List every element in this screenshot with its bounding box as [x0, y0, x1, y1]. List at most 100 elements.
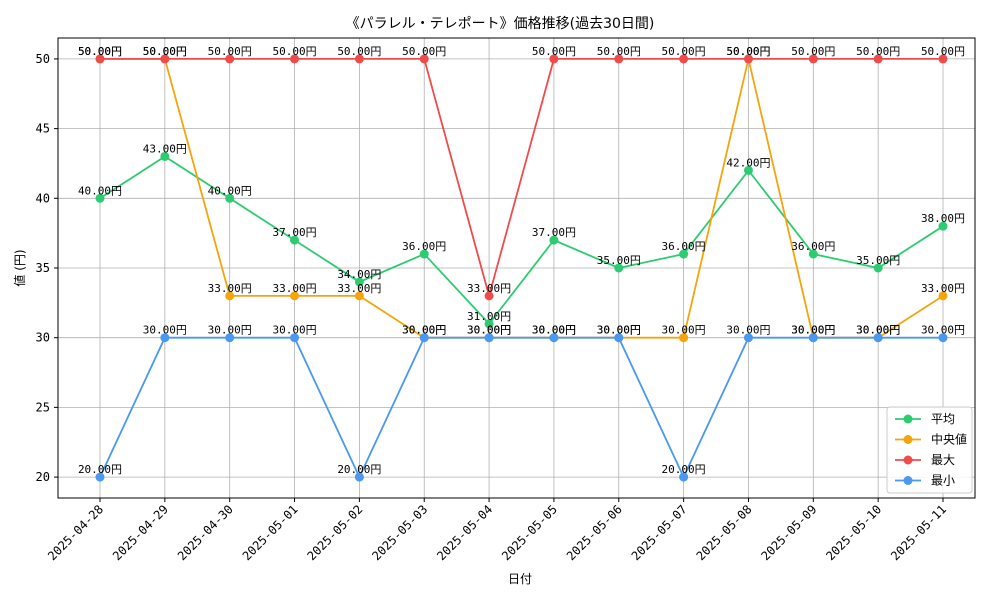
data-label: 30.00円	[856, 324, 900, 337]
data-point	[290, 291, 300, 301]
data-label: 30.00円	[791, 324, 835, 337]
data-point	[225, 291, 235, 301]
y-tick-label: 20	[36, 470, 50, 484]
data-label: 30.00円	[143, 324, 187, 337]
legend-entry-label: 平均	[931, 412, 955, 426]
data-label: 36.00円	[402, 240, 446, 253]
data-point	[354, 472, 364, 482]
data-label: 20.00円	[662, 463, 706, 476]
series-0	[95, 151, 948, 329]
y-tick-label: 45	[36, 122, 50, 136]
data-point	[938, 54, 948, 64]
data-label: 50.00円	[921, 45, 965, 58]
data-label: 20.00円	[337, 463, 381, 476]
data-label: 30.00円	[726, 324, 770, 337]
data-point	[808, 54, 818, 64]
data-point	[938, 221, 948, 231]
data-point	[614, 263, 624, 273]
data-label: 30.00円	[402, 324, 446, 337]
data-point	[679, 249, 689, 259]
data-label: 43.00円	[143, 142, 187, 155]
series-2	[95, 54, 948, 301]
data-point	[419, 54, 429, 64]
series-line	[99, 336, 943, 480]
data-label: 37.00円	[532, 226, 576, 239]
data-point	[873, 54, 883, 64]
data-point	[938, 333, 948, 343]
data-point	[549, 235, 559, 245]
data-label: 30.00円	[791, 324, 835, 337]
series-3	[95, 333, 948, 482]
legend-entry-label: 最大	[931, 453, 955, 467]
data-point	[484, 319, 494, 329]
data-point	[873, 333, 883, 343]
data-label: 50.00円	[726, 45, 770, 58]
data-point	[743, 54, 753, 64]
data-label: 30.00円	[467, 324, 511, 337]
legend-entry-label: 最小	[931, 474, 955, 488]
legend-swatch-marker	[903, 414, 913, 424]
data-point	[549, 54, 559, 64]
x-axis-label: 日付	[508, 572, 532, 586]
data-label: 30.00円	[597, 324, 641, 337]
data-label: 50.00円	[143, 45, 187, 58]
data-label: 30.00円	[662, 324, 706, 337]
data-point	[354, 54, 364, 64]
data-point	[938, 291, 948, 301]
data-point	[225, 193, 235, 203]
data-label: 33.00円	[208, 282, 252, 295]
data-label: 37.00円	[272, 226, 316, 239]
data-label: 34.00円	[337, 268, 381, 281]
data-label: 33.00円	[337, 282, 381, 295]
data-label: 30.00円	[402, 324, 446, 337]
data-label: 35.00円	[597, 254, 641, 267]
data-point	[419, 333, 429, 343]
data-label: 38.00円	[921, 212, 965, 225]
data-point	[679, 54, 689, 64]
data-label: 50.00円	[662, 45, 706, 58]
data-label: 30.00円	[856, 324, 900, 337]
series-lines	[95, 54, 948, 482]
data-point	[225, 333, 235, 343]
legend-box	[886, 406, 973, 494]
data-point	[290, 54, 300, 64]
data-point	[679, 333, 689, 343]
y-tick-label: 35	[36, 261, 50, 275]
data-point	[225, 54, 235, 64]
data-point	[354, 291, 364, 301]
y-axis-ticks: 20 25 30 35 40 45 50	[36, 52, 58, 484]
data-point	[290, 235, 300, 245]
y-tick-label: 50	[36, 52, 50, 66]
data-label: 50.00円	[78, 45, 122, 58]
data-label: 50.00円	[597, 45, 641, 58]
data-point	[160, 151, 170, 161]
data-point	[419, 249, 429, 259]
data-label: 50.00円	[402, 45, 446, 58]
data-point	[743, 333, 753, 343]
chart-title: 《パラレル・テレポート》価格推移(過去30日間)	[346, 16, 655, 32]
data-point	[354, 277, 364, 287]
data-label: 50.00円	[143, 45, 187, 58]
data-label: 50.00円	[532, 45, 576, 58]
y-tick-label: 40	[36, 191, 50, 205]
data-label: 30.00円	[597, 324, 641, 337]
data-label: 50.00円	[78, 45, 122, 58]
data-label: 36.00円	[662, 240, 706, 253]
series-line	[100, 58, 943, 300]
data-label: 30.00円	[532, 324, 576, 337]
data-point	[808, 333, 818, 343]
data-label: 33.00円	[467, 282, 511, 295]
data-label: 33.00円	[921, 282, 965, 295]
data-point	[614, 333, 624, 343]
data-label: 30.00円	[208, 324, 252, 337]
data-point	[614, 54, 624, 64]
data-point	[743, 165, 753, 175]
data-label: 33.00円	[272, 282, 316, 295]
data-point	[160, 333, 170, 343]
data-label: 20.00円	[78, 463, 122, 476]
data-point	[95, 54, 105, 64]
data-label: 35.00円	[856, 254, 900, 267]
